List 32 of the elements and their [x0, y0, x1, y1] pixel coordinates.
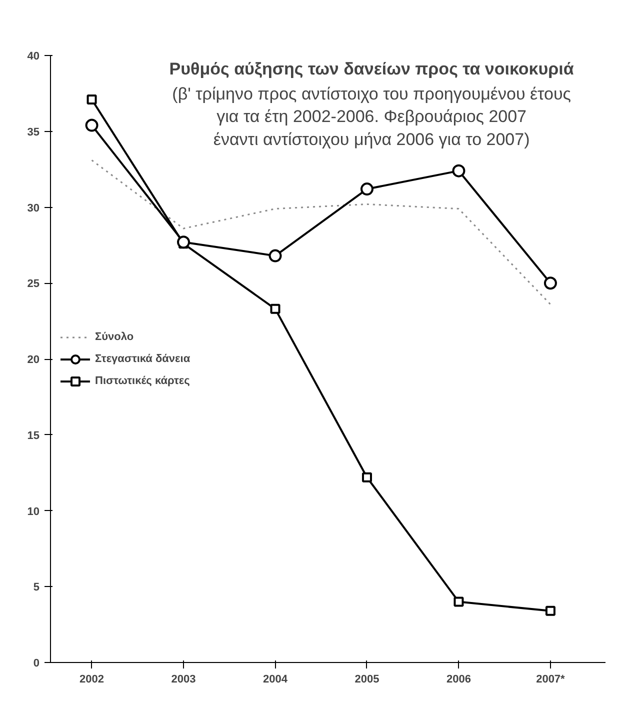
chart-title: Ρυθμός αύξησης των δανείων προς τα νοικοκυριά	[169, 60, 574, 79]
line-series	[91, 159, 552, 306]
point	[545, 606, 556, 616]
y-tick-label: 5	[33, 582, 40, 594]
y-tick-label: 20	[27, 354, 40, 366]
y-tick-label: 40	[27, 50, 40, 62]
point	[544, 276, 557, 290]
x-tick-label: 2006	[446, 674, 471, 686]
point	[268, 249, 282, 262]
point	[270, 304, 280, 314]
text: (β' τρίμηνο προς αντίστοιχο του προηγουμένου έτους για τα έτη 2002-2006. Φεβρουάριος 2007 έναντι αντίστοιχου μήνα 2006 για το 2007)	[172, 84, 571, 149]
legend-label: Στεγαστικά δάνεια	[95, 352, 190, 364]
point	[362, 472, 372, 482]
y-tick-label: 35	[27, 126, 40, 138]
y-tick-label: 30	[27, 202, 40, 214]
x-tick-label: 2003	[171, 674, 196, 686]
y-tick-label: 10	[27, 506, 40, 518]
x-tick-label: 2004	[263, 674, 288, 686]
y-tick-label: 15	[27, 430, 40, 442]
x-tick-label: 2007*	[536, 674, 566, 686]
point	[177, 236, 190, 249]
point	[86, 94, 97, 105]
y-tick-label: 25	[27, 278, 40, 290]
x-tick-label: 2002	[80, 674, 104, 686]
x-tick-label: 2005	[354, 674, 380, 686]
point	[454, 596, 464, 607]
legend-label: Σύνολο	[95, 330, 134, 342]
point	[85, 118, 98, 132]
point	[360, 182, 374, 196]
point	[452, 164, 466, 178]
legend-label: Πιστωτικές κάρτες	[95, 374, 190, 386]
y-tick-label: 0	[33, 658, 40, 670]
